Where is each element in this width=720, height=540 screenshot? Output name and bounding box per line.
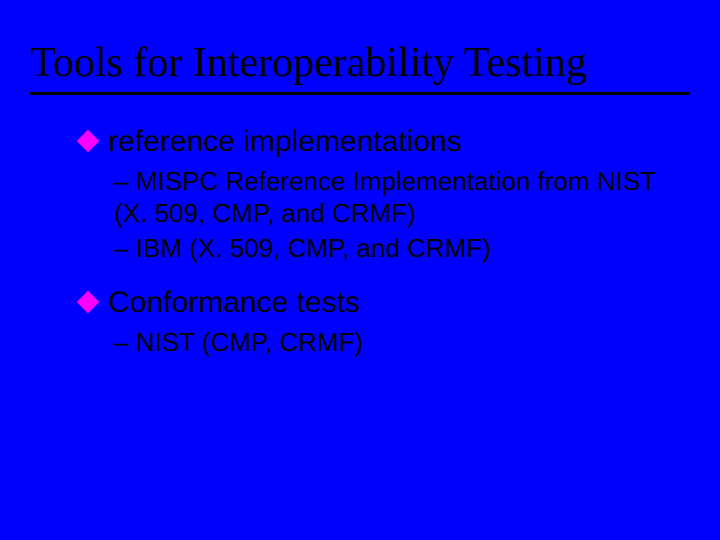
sub-item: – IBM (X. 509, CMP, and CRMF) [114,232,690,265]
bullet-item: Conformance tests [80,284,690,322]
slide: Tools for Interoperability Testing refer… [0,0,720,540]
slide-content: reference implementations – MISPC Refere… [30,123,690,358]
sub-list: – MISPC Reference Implementation from NI… [80,165,690,265]
sub-list: – NIST (CMP, CRMF) [80,326,690,359]
sub-item: – MISPC Reference Implementation from NI… [114,165,690,230]
sub-item: – NIST (CMP, CRMF) [114,326,690,359]
bullet-text: reference implementations [108,123,462,161]
bullet-item: reference implementations [80,123,690,161]
title-underline [30,92,690,95]
diamond-icon [77,291,100,314]
diamond-icon [77,130,100,153]
bullet-text: Conformance tests [108,284,360,322]
slide-title: Tools for Interoperability Testing [30,40,690,86]
